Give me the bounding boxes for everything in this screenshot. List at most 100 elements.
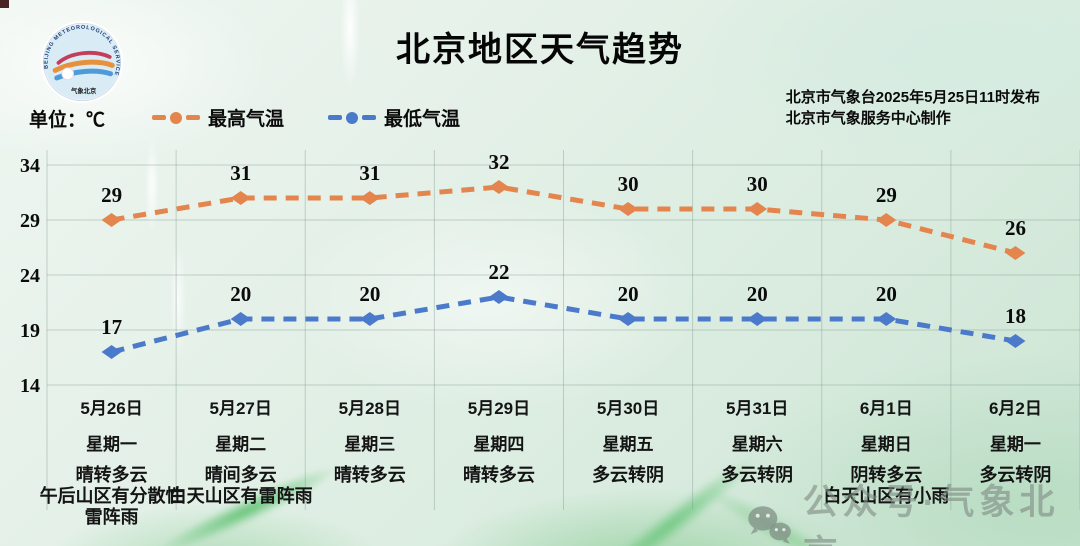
y-axis-tick-label: 24 <box>20 265 40 287</box>
high-temp-point <box>747 202 768 216</box>
low-temp-point <box>488 290 509 304</box>
high-temp-point <box>359 191 380 205</box>
weather-description: 多云转阴 <box>693 465 822 486</box>
publisher-line-1: 北京市气象台2025年5月25日11时发布 <box>785 89 1040 106</box>
high-temp-value-label: 30 <box>618 172 639 196</box>
weather-line: 晴转多云 <box>333 465 406 485</box>
low-temp-value-label: 22 <box>488 260 509 284</box>
high-temp-point <box>1005 246 1026 260</box>
weather-line: 雷阵雨 <box>84 507 139 527</box>
y-axis-tick-label: 29 <box>20 210 40 232</box>
high-temp-point <box>876 213 897 227</box>
weather-line: 白天山区有雷阵雨 <box>168 486 313 506</box>
low-temp-line-swatch <box>328 111 377 124</box>
publisher-line-2: 北京市气象服务中心制作 <box>785 110 951 127</box>
logo-bottom-text: 气象北京 <box>70 86 97 95</box>
high-temp-value-label: 30 <box>747 172 768 196</box>
weekday-label: 星期四 <box>473 435 525 454</box>
date-label: 5月27日 <box>209 399 272 418</box>
high-temp-value-label: 31 <box>359 161 380 185</box>
weather-line: 白天山区有小雨 <box>823 486 950 506</box>
low-temp-point <box>101 345 122 359</box>
low-temp-point <box>876 312 897 326</box>
low-temp-point <box>1005 334 1026 348</box>
weather-line: 晴间多云 <box>204 465 277 485</box>
watermark-text: 公众号·气象北京 <box>802 483 1060 546</box>
weekday-label: 星期五 <box>602 435 654 454</box>
low-temp-value-label: 17 <box>101 315 122 339</box>
day-column: 5月26日星期一晴转多云 午后山区有分散性 雷阵雨 <box>40 394 184 528</box>
weekday-label: 星期一 <box>989 435 1041 454</box>
high-temp-point <box>101 213 122 227</box>
day-column: 5月30日星期五多云转阴 <box>564 394 693 486</box>
low-temp-value-label: 20 <box>876 282 897 306</box>
low-temp-line <box>110 294 1016 355</box>
weather-description: 多云转阴 <box>951 465 1080 486</box>
low-temp-point <box>359 312 380 326</box>
date-label: 5月29日 <box>467 399 531 418</box>
legend-label-high: 最高气温 <box>208 109 285 130</box>
beijing-meteorological-service-logo: BEIJING METEOROLOGICAL SERVICE 气象北京 <box>40 20 124 104</box>
high-temp-line <box>111 184 1017 256</box>
date-label: 5月28日 <box>338 399 401 418</box>
y-axis-tick-label: 14 <box>20 375 40 397</box>
weather-line: 多云转阴 <box>721 465 794 485</box>
day-column: 5月31日星期六多云转阴 <box>693 394 822 486</box>
low-temp-point <box>747 312 768 326</box>
weather-line: 晴转多云 <box>462 465 535 485</box>
date-label: 5月30日 <box>596 399 660 418</box>
weather-line: 午后山区有分散性 <box>39 486 184 506</box>
date-label: 6月2日 <box>988 399 1042 418</box>
day-column: 5月28日星期三晴转多云 <box>305 394 434 486</box>
low-temp-value-label: 20 <box>747 282 768 306</box>
low-temp-value-label: 20 <box>359 282 380 306</box>
high-temp-point <box>488 180 509 194</box>
logo-balloon <box>61 67 75 81</box>
weekday-label: 星期日 <box>860 435 912 454</box>
logo-swoosh-orange <box>52 59 115 73</box>
low-temp-value-label: 20 <box>230 282 251 306</box>
day-column: 5月29日星期四晴转多云 <box>434 394 563 486</box>
weather-description: 晴转多云 <box>434 465 563 486</box>
weather-description: 多云转阴 <box>564 465 693 486</box>
unit-label: 单位：℃ <box>29 110 106 131</box>
weather-line: 晴转多云 <box>75 465 148 485</box>
weekday-label: 星期三 <box>344 435 396 454</box>
weather-description: 晴转多云 <box>305 465 434 486</box>
corner-speck-decoration <box>0 0 9 8</box>
date-label: 5月31日 <box>726 399 789 418</box>
logo-swoosh-blue <box>54 68 114 81</box>
chart-legend: 最高气温 最低气温 <box>152 104 460 131</box>
y-axis-tick-label: 19 <box>20 320 40 342</box>
weekday-label: 星期六 <box>731 435 783 454</box>
high-temp-line-swatch <box>152 111 200 124</box>
date-label: 5月26日 <box>80 399 143 418</box>
high-temp-point <box>230 191 251 205</box>
wechat-watermark: 公众号·气象北京 <box>746 474 1080 546</box>
legend-item: 最高气温 <box>152 104 284 131</box>
low-temp-value-label: 18 <box>1005 304 1026 328</box>
weekday-label: 星期一 <box>86 435 138 454</box>
publisher-info: 北京市气象台2025年5月25日11时发布 北京市气象服务中心制作 <box>786 87 1040 129</box>
legend-item: 最低气温 <box>328 104 460 131</box>
high-temp-value-label: 31 <box>230 161 251 185</box>
high-temp-value-label: 32 <box>488 150 509 174</box>
legend-label-low: 最低气温 <box>384 109 461 130</box>
weather-description: 晴转多云 午后山区有分散性 雷阵雨 <box>40 465 184 528</box>
wechat-icon <box>748 506 791 544</box>
page-title: 北京地区天气趋势 <box>396 31 684 69</box>
weather-description: 阴转多云 白天山区有小雨 <box>822 465 951 507</box>
high-temp-value-label: 29 <box>101 183 122 207</box>
high-temp-point <box>618 202 639 216</box>
low-temp-value-label: 20 <box>618 282 639 306</box>
day-column: 6月1日 星期日 阴转多云 白天山区有小雨 <box>822 394 951 507</box>
low-temp-point <box>230 312 251 326</box>
logo-swoosh-red <box>56 50 112 65</box>
weather-line: 阴转多云 <box>850 465 923 485</box>
weather-description: 晴间多云 白天山区有雷阵雨 <box>169 465 313 507</box>
high-temp-value-label: 26 <box>1005 216 1026 240</box>
high-temp-value-label: 29 <box>876 183 897 207</box>
low-temp-point <box>618 312 639 326</box>
